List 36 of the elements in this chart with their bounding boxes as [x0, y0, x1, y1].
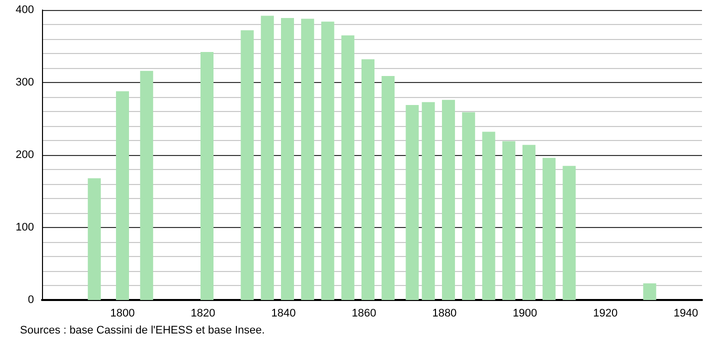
bar — [522, 144, 536, 300]
bar — [562, 166, 576, 300]
bar — [382, 76, 395, 300]
x-tick-label: 1860 — [352, 308, 376, 320]
bar — [341, 35, 354, 300]
bar — [200, 52, 214, 300]
bar — [542, 158, 556, 300]
x-tick-label: 1840 — [271, 308, 296, 320]
bar — [88, 178, 101, 300]
x-tick-label: 1900 — [512, 308, 538, 320]
x-tick-label: 1920 — [593, 308, 618, 320]
bar — [361, 59, 374, 300]
bar — [482, 132, 496, 300]
bar — [643, 283, 656, 300]
bar — [422, 102, 435, 300]
bar — [406, 104, 419, 300]
y-tick-label: 100 — [16, 222, 34, 234]
bar — [260, 16, 274, 300]
bar — [301, 18, 314, 300]
x-tick-label: 1880 — [432, 308, 457, 320]
bar — [462, 112, 476, 300]
x-tick-label: 1820 — [190, 308, 216, 320]
y-tick-label: 200 — [16, 149, 34, 161]
y-tick-label: 400 — [16, 4, 34, 16]
bar — [140, 70, 154, 300]
bar — [442, 100, 455, 300]
y-tick-label: 0 — [28, 294, 34, 306]
bar — [116, 91, 129, 300]
bar — [321, 22, 334, 300]
x-tick-label: 1940 — [674, 308, 698, 320]
bar — [502, 141, 516, 300]
bar — [240, 30, 254, 300]
bar — [280, 18, 294, 300]
source-note: Sources : base Cassini de l'EHESS et base Insee. — [20, 324, 265, 336]
x-tick-label: 1800 — [110, 308, 135, 320]
y-tick-label: 300 — [16, 76, 34, 88]
